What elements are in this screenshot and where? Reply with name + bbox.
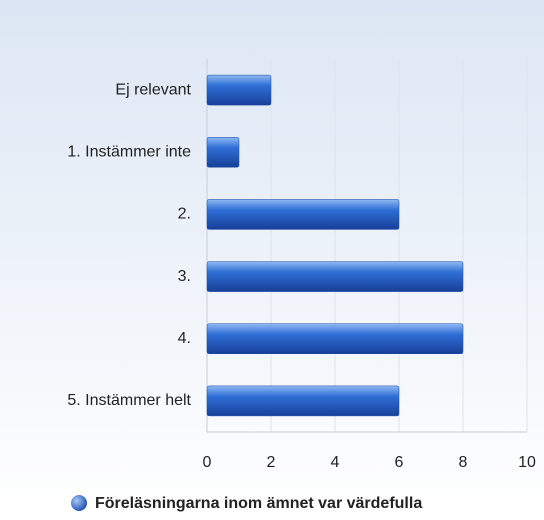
bar — [206, 261, 464, 292]
bar — [206, 137, 240, 168]
bar — [206, 199, 400, 230]
x-tick-label: 6 — [395, 454, 404, 471]
bar — [206, 323, 464, 354]
y-tick-label: 5. Instämmer helt — [67, 392, 191, 409]
x-tick-label: 2 — [267, 454, 276, 471]
y-tick-label: 3. — [178, 268, 191, 285]
y-tick-label: 4. — [178, 330, 191, 347]
bar — [206, 385, 400, 417]
legend-swatch — [71, 495, 87, 511]
x-tick-label: 10 — [518, 454, 536, 471]
bar — [206, 74, 272, 106]
x-tick-label: 4 — [331, 454, 340, 471]
y-tick-label: Ej relevant — [115, 81, 191, 98]
x-tick-label: 8 — [459, 454, 468, 471]
y-tick-label: 1. Instämmer inte — [67, 143, 191, 160]
legend-label: Föreläsningarna inom ämnet var värdefull… — [95, 495, 422, 512]
y-tick-label: 2. — [178, 206, 191, 223]
x-tick-label: 0 — [203, 454, 212, 471]
